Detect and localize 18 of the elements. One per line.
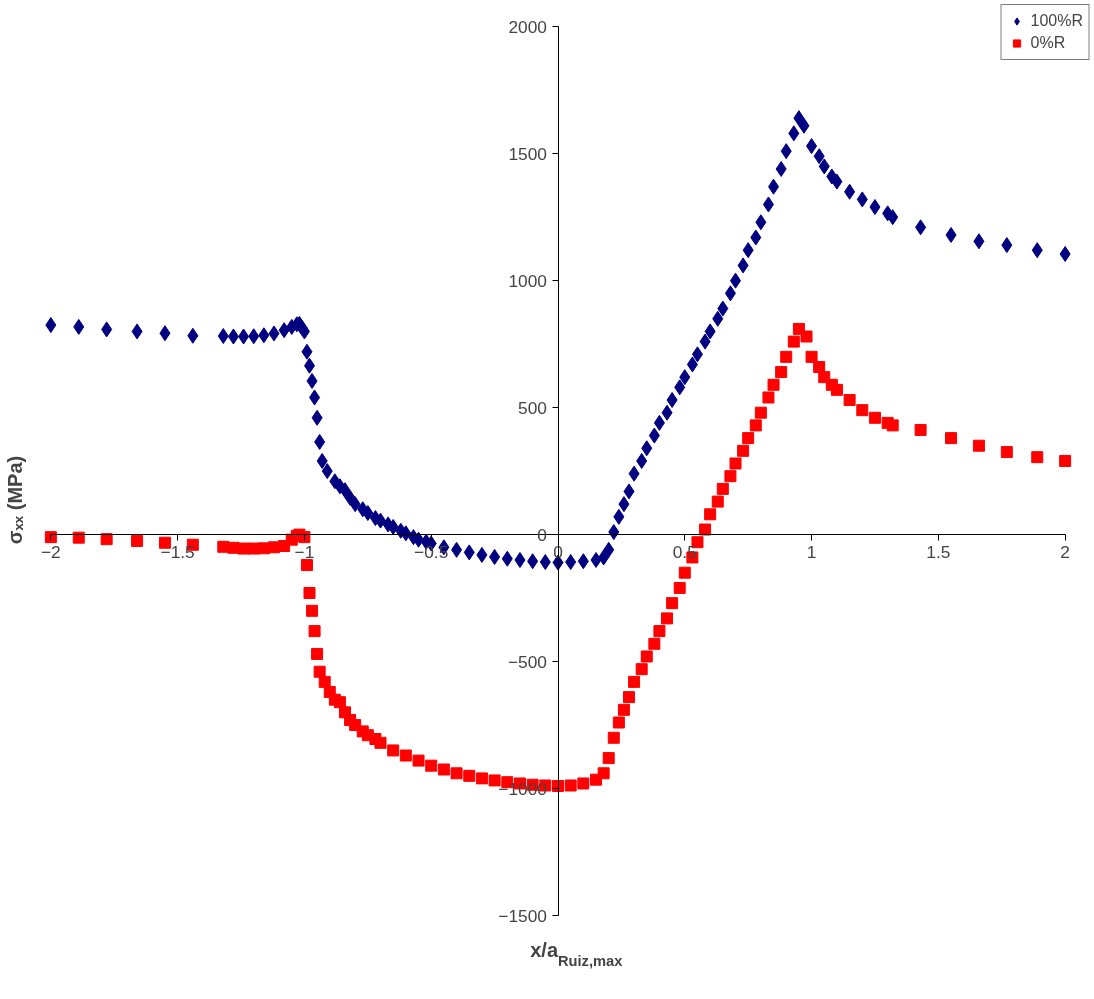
x-tick-label: −0.5 <box>414 541 449 562</box>
x-tick-label: −2 <box>40 541 61 562</box>
y-tick-label: 1000 <box>508 270 548 291</box>
y-tick-label: −1000 <box>498 778 547 799</box>
y-tick-label: 1500 <box>508 143 548 164</box>
x-tick-label: −1 <box>294 541 315 562</box>
y-tick-label: 500 <box>518 397 548 418</box>
legend-label: 0%R <box>1030 34 1066 52</box>
y-tick-label: 2000 <box>508 16 548 37</box>
x-tick-label: 1 <box>806 541 817 562</box>
x-tick-label: 0.5 <box>672 541 697 562</box>
legend-label: 100%R <box>1030 12 1083 30</box>
x-tick-label: 2 <box>1060 541 1070 562</box>
x-tick-label: −1.5 <box>160 541 195 562</box>
y-axis-title: σₓₓ (MPa) <box>3 455 26 545</box>
y-tick-label: −500 <box>507 651 547 672</box>
y-tick-label: −1500 <box>498 905 547 926</box>
x-tick-label: 1.5 <box>926 541 951 562</box>
